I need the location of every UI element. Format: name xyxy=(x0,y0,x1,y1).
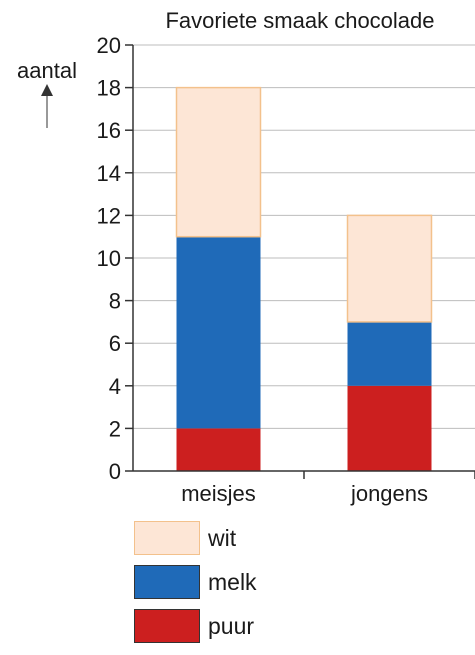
y-tick-label: 0 xyxy=(109,459,121,484)
bar-wit-meisjes xyxy=(175,86,262,238)
y-tick-label: 10 xyxy=(97,246,121,271)
x-tick-label: meisjes xyxy=(181,481,256,506)
y-tick-label: 4 xyxy=(109,374,121,399)
bar-melk-meisjes xyxy=(176,236,261,429)
y-tick-label: 16 xyxy=(97,118,121,143)
y-tick-labels: 0 2 4 6 8 10 12 14 16 18 20 xyxy=(97,33,121,484)
bar-puur-jongens xyxy=(347,385,432,471)
legend-label-wit: wit xyxy=(208,524,237,551)
y-tick-label: 20 xyxy=(97,33,121,58)
legend-label-melk: melk xyxy=(208,568,257,595)
y-tick-label: 8 xyxy=(109,289,121,314)
y-axis-label: aantal xyxy=(17,58,77,83)
legend-item-melk: melk xyxy=(134,564,257,600)
chart-title: Favoriete smaak chocolade xyxy=(165,8,434,33)
legend-label-puur: puur xyxy=(208,612,255,639)
y-axis-arrow xyxy=(41,84,53,128)
bars xyxy=(175,86,433,471)
y-tick-label: 2 xyxy=(109,416,121,441)
chart: Favoriete smaak chocolade aantal 0 2 4 6 8 10… xyxy=(17,8,475,506)
legend-item-puur: puur xyxy=(134,608,257,644)
legend: wit melk puur xyxy=(134,520,257,652)
legend-swatch-melk xyxy=(134,565,200,599)
legend-swatch-puur xyxy=(134,609,200,643)
bar-puur-meisjes xyxy=(176,428,261,471)
y-tick-label: 6 xyxy=(109,331,121,356)
axes xyxy=(125,44,475,479)
x-tick-label: jongens xyxy=(350,481,428,506)
y-tick-label: 18 xyxy=(97,76,121,101)
y-tick-label: 14 xyxy=(97,161,121,186)
legend-item-wit: wit xyxy=(134,520,257,556)
bar-melk-jongens xyxy=(347,321,432,386)
bar-wit-jongens xyxy=(346,214,433,323)
x-tick-labels: meisjes jongens xyxy=(181,481,428,506)
y-tick-label: 12 xyxy=(97,203,121,228)
legend-swatch-wit xyxy=(134,521,200,555)
